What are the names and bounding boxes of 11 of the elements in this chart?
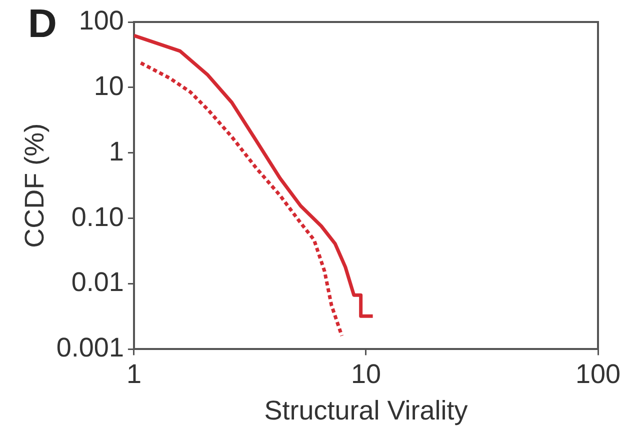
x-tick-label: 10 [350,358,382,389]
y-axis-title: CCDF (%) [20,123,50,248]
y-tick-label: 1 [108,136,124,166]
x-axis-title: Structural Virality [264,395,468,426]
chart-title: D [28,2,57,47]
y-tick-label: 0.01 [71,267,124,298]
y-tick-label: 10 [94,70,124,101]
y-tick-label: 0.10 [71,202,124,232]
y-tick-label: 0.001 [56,332,124,363]
y-tick-label: 100 [78,5,124,36]
x-tick-label: 100 [575,358,621,389]
